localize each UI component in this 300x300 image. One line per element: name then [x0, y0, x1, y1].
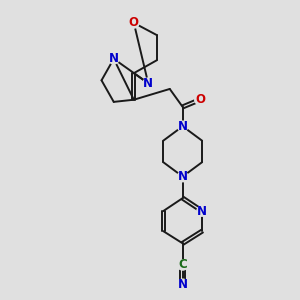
Circle shape [143, 78, 153, 88]
Circle shape [195, 94, 205, 105]
Text: N: N [178, 278, 188, 291]
Circle shape [178, 279, 188, 290]
Text: N: N [109, 52, 119, 65]
Text: C: C [178, 258, 187, 272]
Circle shape [178, 260, 188, 270]
Text: N: N [178, 170, 188, 183]
Circle shape [109, 54, 119, 64]
Circle shape [129, 18, 139, 28]
Text: N: N [143, 77, 153, 90]
Text: O: O [129, 16, 139, 29]
Text: N: N [197, 205, 207, 218]
Circle shape [178, 121, 188, 131]
Text: N: N [178, 120, 188, 133]
Text: O: O [195, 93, 205, 106]
Circle shape [178, 171, 188, 182]
Circle shape [197, 206, 207, 216]
